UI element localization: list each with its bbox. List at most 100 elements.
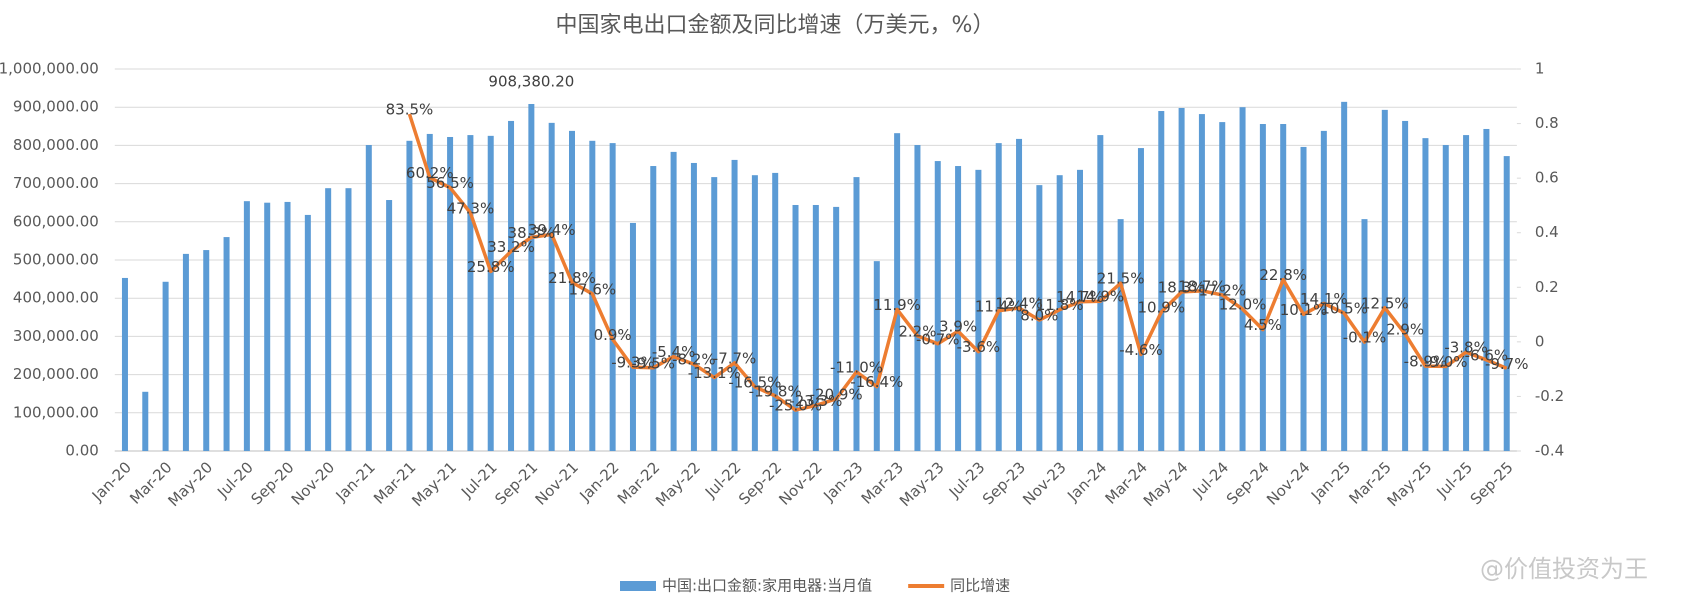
y-tick-label: 1,000,000.00 [0, 60, 99, 78]
bar [142, 391, 149, 451]
line-data-label: 10.9% [1137, 299, 1185, 317]
bar [182, 253, 189, 451]
line-data-label: 22.8% [1259, 266, 1307, 284]
bar [467, 135, 474, 451]
line-data-label: 14.9% [1076, 288, 1124, 306]
line-data-label: 10.5% [1320, 300, 1368, 318]
bar [1341, 101, 1348, 452]
x-tick-label: Nov-24 [1263, 458, 1313, 508]
line-data-label: 18.7% [1178, 277, 1226, 295]
line-data-label: 11.8% [1036, 296, 1084, 314]
line-data-label: 14.7% [1056, 288, 1104, 306]
y-tick-label: 0.00 [65, 442, 98, 460]
bar [955, 166, 962, 451]
x-tick-label: Jan-22 [576, 458, 623, 505]
line-data-label: -19.8% [749, 382, 802, 400]
chart-title: 中国家电出口金额及同比增速（万美元，%） [556, 13, 995, 38]
line-data-label: -20.9% [810, 385, 863, 403]
line-data-label: 14.1% [1300, 290, 1348, 308]
bar [1056, 175, 1063, 452]
y-tick-label: 400,000.00 [13, 289, 99, 307]
bar [406, 140, 413, 452]
line-data-label: -8.2% [672, 351, 716, 369]
y-tick-label: 900,000.00 [13, 98, 99, 116]
line-data-label: 4.5% [1244, 316, 1282, 334]
line-data-label: 8.0% [1020, 307, 1058, 325]
bar [1158, 111, 1165, 452]
line-data-label: -0.1% [1343, 329, 1387, 347]
bar [1483, 128, 1490, 451]
x-tick-label: May-22 [652, 458, 704, 510]
bar [345, 188, 352, 451]
bar [162, 281, 169, 451]
bar [487, 135, 494, 451]
x-tick-label: Sep-21 [491, 458, 541, 508]
line-data-label: -23.3% [789, 392, 842, 410]
line-data-label: 33.2% [487, 238, 535, 256]
x-tick-label: May-21 [408, 458, 460, 510]
bar [284, 201, 291, 451]
legend-label: 同比增速 [950, 577, 1010, 595]
line-data-label: -9.7% [1485, 355, 1529, 373]
line-data-label: 11.4% [975, 297, 1023, 315]
y2-tick-label: -0.2 [1535, 387, 1564, 405]
bar [873, 261, 880, 451]
line-data-label: 83.5% [386, 101, 434, 119]
legend-label: 中国:出口金额:家用电器:当月值 [662, 577, 872, 595]
bar [1442, 145, 1449, 451]
line-data-label: 0.9% [594, 326, 632, 344]
y-tick-label: 300,000.00 [13, 327, 99, 345]
line-data-label: -13.1% [688, 364, 741, 382]
y-tick-label: 600,000.00 [13, 212, 99, 230]
y2-tick-label: 1 [1535, 60, 1545, 78]
bar [447, 136, 454, 451]
x-tick-label: Nov-23 [1019, 458, 1069, 508]
line-data-label: 3.9% [939, 318, 977, 336]
line-data-label: 2.9% [1386, 320, 1424, 338]
y-tick-label: 200,000.00 [13, 365, 99, 383]
x-tick-label: Jan-21 [332, 458, 379, 505]
bar [1422, 138, 1429, 451]
bar [365, 145, 372, 451]
bar [1463, 135, 1470, 451]
x-tick-label: Sep-25 [1467, 458, 1517, 508]
x-tick-label: May-23 [896, 458, 948, 510]
line-data-label: -9.0% [1424, 353, 1468, 371]
bar [264, 202, 271, 451]
line-data-label: 39.4% [528, 221, 576, 239]
y2-tick-label: -0.4 [1535, 442, 1564, 460]
bar [1361, 219, 1368, 451]
bar [569, 130, 575, 451]
line-data-label: -25.0% [769, 397, 822, 415]
bar [995, 143, 1002, 451]
y-tick-label: 800,000.00 [13, 136, 99, 154]
bar [1198, 114, 1205, 452]
bar [1219, 122, 1226, 452]
bar [304, 214, 311, 451]
legend-swatch [620, 581, 656, 591]
bar [325, 188, 332, 451]
bar [1016, 138, 1023, 451]
bar [1239, 107, 1246, 451]
line-data-label: -4.6% [1119, 341, 1163, 359]
line-data-label: 12.4% [995, 295, 1043, 313]
y-tick-label: 500,000.00 [13, 251, 99, 269]
line-data-label: 11.9% [873, 296, 921, 314]
y2-tick-label: 0.8 [1535, 114, 1559, 132]
line-data-label: 2.2% [898, 322, 936, 340]
line-data-label: 56.5% [426, 174, 474, 192]
line-data-label: 21.5% [1097, 270, 1145, 288]
line-data-label: 12.0% [1219, 296, 1267, 314]
x-tick-label: May-25 [1384, 458, 1436, 510]
x-tick-label: Jan-20 [88, 458, 135, 505]
bar [1137, 148, 1144, 451]
bar [711, 177, 718, 451]
x-tick-label: Sep-20 [247, 458, 297, 508]
bar [609, 143, 616, 451]
bar [1280, 124, 1287, 452]
line-data-label: 21.8% [548, 269, 596, 287]
line-data-label: -8.9% [1404, 353, 1448, 371]
x-tick-label: Nov-22 [775, 458, 825, 508]
line-data-label: 60.2% [406, 164, 454, 182]
